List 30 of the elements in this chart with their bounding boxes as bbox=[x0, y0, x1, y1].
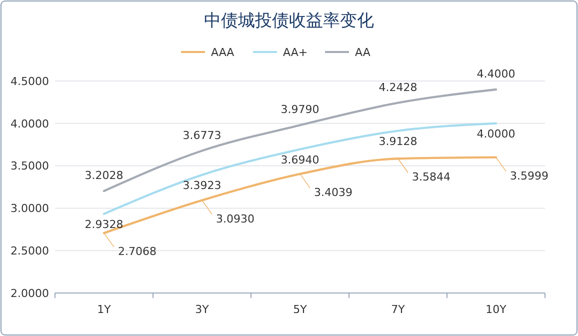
x-tick-label: 1Y bbox=[97, 303, 112, 316]
x-tick-label: 3Y bbox=[195, 303, 210, 316]
data-label: 3.6773 bbox=[182, 128, 222, 142]
data-label: 3.5999 bbox=[510, 169, 548, 182]
y-tick-label: 2.5000 bbox=[10, 244, 49, 258]
y-tick-label: 2.0000 bbox=[10, 286, 49, 300]
y-tick-label: 3.5000 bbox=[10, 160, 49, 173]
x-tick-label: 5Y bbox=[293, 303, 308, 316]
data-label: 4.2428 bbox=[378, 80, 418, 94]
data-label: 3.9128 bbox=[378, 134, 418, 148]
y-tick-label: 3.0000 bbox=[10, 202, 49, 216]
data-label: 3.9790 bbox=[280, 103, 320, 116]
data-label: 3.2028 bbox=[84, 169, 124, 182]
y-tick-label: 4.5000 bbox=[10, 74, 49, 88]
data-label: 2.7068 bbox=[118, 245, 156, 258]
data-label: 3.5844 bbox=[412, 170, 450, 184]
data-label: 2.9328 bbox=[84, 218, 124, 231]
legend-label: AA+ bbox=[283, 46, 308, 59]
y-tick-label: 4.0000 bbox=[10, 117, 49, 130]
data-label: 4.0000 bbox=[476, 127, 516, 140]
data-label: 3.3923 bbox=[182, 178, 222, 192]
x-tick-label: 7Y bbox=[391, 303, 406, 316]
data-label: 3.0930 bbox=[216, 212, 254, 226]
x-tick-label: 10Y bbox=[486, 303, 507, 316]
data-label: 3.4039 bbox=[314, 186, 352, 199]
data-label: 4.4000 bbox=[476, 67, 516, 80]
chart-title: 中债城投债收益率变化 bbox=[204, 11, 374, 31]
legend-label: AAA bbox=[211, 46, 235, 59]
data-label: 3.6940 bbox=[280, 153, 320, 166]
legend-label: AA bbox=[355, 46, 371, 59]
